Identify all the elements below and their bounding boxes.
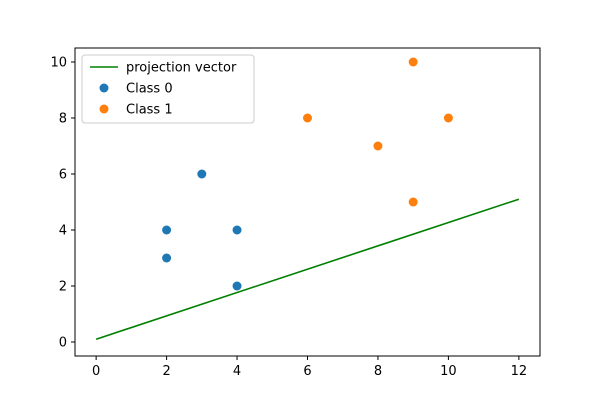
- legend-box: [81, 54, 255, 124]
- plot-area: [95, 57, 520, 340]
- x-tick-label: 2: [162, 364, 170, 379]
- class-0-point: [197, 169, 207, 179]
- class-1-point: [303, 113, 312, 123]
- legend-marker-swatch: [99, 83, 109, 93]
- projection-vector-line: [95, 198, 520, 340]
- y-tick-label: 4: [59, 224, 67, 239]
- x-axis: 0 2 4 6 8 10 12: [92, 356, 527, 379]
- axes-frame: [74, 47, 541, 357]
- legend-label-projection-vector: projection vector: [126, 61, 237, 76]
- x-tick-label: 6: [303, 364, 311, 379]
- class-1-point: [408, 197, 418, 207]
- y-tick-label: 8: [59, 112, 67, 127]
- class-0-point: [162, 225, 172, 235]
- x-tick-label: 0: [92, 364, 100, 379]
- x-tick-label: 10: [440, 364, 457, 379]
- x-tick-label: 8: [374, 364, 382, 379]
- y-tick-label: 6: [59, 168, 67, 183]
- legend-label-class-0: Class 0: [126, 82, 173, 97]
- legend-label-class-1: Class 1: [126, 103, 173, 118]
- class-0-point: [232, 281, 242, 291]
- class-1-point: [408, 57, 418, 67]
- y-tick-label: 10: [50, 56, 67, 71]
- y-tick-label: 0: [59, 336, 67, 351]
- x-tick-label: 4: [233, 364, 241, 379]
- class-0-point: [232, 225, 242, 235]
- x-tick-label: 12: [511, 364, 528, 379]
- class-1-point: [373, 141, 383, 151]
- class-1-point: [443, 113, 453, 123]
- y-tick-label: 2: [59, 280, 67, 295]
- class-0-point: [162, 253, 172, 263]
- y-axis: 0 2 4 6 8 10: [50, 56, 75, 351]
- legend-marker-swatch: [99, 104, 109, 114]
- legend: projection vector Class 0 Class 1: [81, 54, 255, 124]
